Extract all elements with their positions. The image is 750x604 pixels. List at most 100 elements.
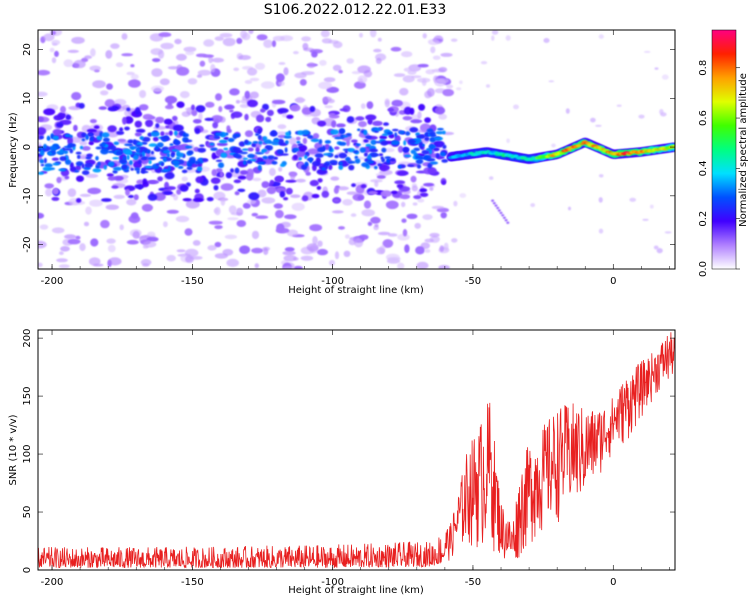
spectrogram-cell (317, 120, 327, 127)
spectrogram-cell (409, 107, 415, 115)
spectrogram-cell (218, 106, 223, 113)
spectrogram-cell (282, 250, 296, 256)
spectrogram-cell (107, 176, 117, 181)
spectrogram-cell (90, 238, 99, 247)
spectrogram-cell (63, 59, 74, 68)
spectrogram-cell (459, 80, 463, 85)
spectrogram-cell (365, 143, 372, 147)
spectrogram-cell (176, 152, 184, 158)
spectrogram-cell (242, 157, 249, 160)
spectrogram-cell (377, 37, 382, 42)
spectrogram-cell (659, 109, 664, 115)
spectrogram-cell (144, 165, 153, 169)
spectrogram-cell (403, 140, 407, 146)
spectrogram-cell (39, 135, 44, 140)
spectrogram-cell (191, 109, 198, 117)
spectrogram-cell (211, 152, 217, 160)
spectrogram-cell (616, 104, 622, 107)
spectrogram-cell (126, 198, 137, 206)
spectrogram-cell (58, 264, 70, 269)
spectrogram-cell (338, 128, 345, 135)
spectrogram-cell (422, 214, 433, 221)
spectrogram-cell (311, 160, 321, 167)
spectrogram-cell (297, 143, 304, 147)
spectrogram-cell (87, 187, 102, 195)
spectrogram-cell (115, 62, 124, 68)
spectrogram-cell (331, 210, 344, 214)
spectrogram-cell (139, 136, 144, 140)
spectrogram-cell (201, 158, 208, 162)
spectrogram-cell (351, 71, 361, 75)
spectrogram-cell (380, 140, 388, 146)
spectrogram-cell (135, 128, 146, 133)
spectrogram-cell (442, 88, 455, 97)
spectrogram-cell (155, 163, 160, 166)
spectrogram-cell (100, 90, 109, 96)
spectrogram-cell (87, 133, 94, 137)
spectrogram-cell (183, 133, 189, 138)
spectrogram-cell (426, 158, 436, 162)
spectrogram-cell (171, 151, 176, 156)
spectrogram-cell (440, 151, 446, 157)
spectrogram-cell (506, 138, 510, 144)
spectrogram-cell (435, 131, 444, 135)
spectrogram-cell (219, 171, 224, 178)
spectrogram-cell (492, 202, 496, 205)
spectrogram-cell (126, 154, 130, 161)
spectrogram-cell (148, 143, 158, 147)
spectrogram-cell (429, 187, 434, 191)
spectrogram-cell (162, 156, 167, 163)
spectrogram-cell (424, 249, 431, 253)
spectrogram-cell (284, 147, 288, 153)
x-tick-label: -50 (465, 276, 481, 287)
spectrogram-cell (232, 147, 241, 152)
spectrogram-cell (209, 142, 215, 146)
spectrogram-cell (456, 87, 462, 91)
spectrogram-cell (370, 179, 383, 183)
spectrogram-cell (160, 42, 174, 50)
spectrogram-cell (344, 234, 350, 239)
spectrogram-cell (275, 209, 284, 219)
spectrogram-cell (294, 72, 307, 79)
spectrogram-cell (252, 141, 258, 144)
spectrogram-cell (255, 147, 260, 153)
spectrogram-cell (266, 186, 277, 195)
spectrogram-cell (241, 148, 249, 151)
spectrogram-cell (238, 141, 246, 147)
spectrogram-cell (56, 258, 68, 263)
spectrogram-cell (344, 150, 348, 154)
spectrogram-cell (358, 121, 367, 128)
spectrogram-cell (75, 235, 81, 240)
spectrogram-cell (239, 245, 251, 254)
spectrogram-cell (166, 254, 176, 262)
spectrogram-cell (338, 164, 344, 170)
spectrogram-cell (185, 50, 195, 56)
spectrogram-cell (348, 164, 355, 171)
spectrogram-cell (182, 198, 192, 202)
spectrogram-cell (643, 50, 651, 53)
spectrogram-cell (330, 162, 338, 166)
spectrogram-cell (431, 205, 444, 210)
spectrogram-cell (374, 165, 378, 170)
spectrogram-cell (439, 245, 445, 252)
spectrogram-cell (150, 150, 155, 155)
spectrogram-cell (425, 69, 435, 75)
spectrogram-cell (246, 160, 253, 164)
spectrogram-cell (67, 188, 77, 198)
y-tick-label: -20 (22, 236, 33, 252)
colorbar-tick-label: 0.4 (698, 160, 709, 176)
spectrogram-cell (214, 225, 223, 230)
spectrogram-cell (39, 159, 45, 164)
spectrogram-cell (179, 184, 189, 192)
spectrogram-cell (416, 164, 422, 169)
spectrogram-cell (231, 111, 243, 118)
spectrogram-cell (86, 128, 97, 133)
spectrogram-cell (215, 93, 222, 101)
spectrogram-cell (301, 107, 313, 115)
spectrogram-cell (427, 167, 437, 175)
spectrogram-cell (45, 188, 53, 197)
spectrogram-cell (76, 175, 84, 182)
spectrogram-cell (428, 144, 436, 149)
spectrogram-cell (248, 30, 254, 34)
spectrogram-cell (427, 38, 440, 46)
